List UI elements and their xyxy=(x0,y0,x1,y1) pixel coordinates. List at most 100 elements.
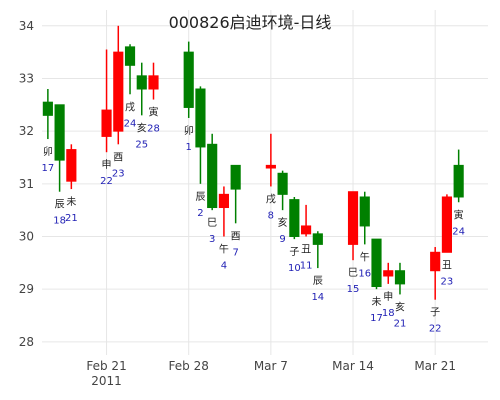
day-number-label: 16 xyxy=(358,268,371,279)
y-tick-label: 33 xyxy=(19,71,34,85)
branch-label: 寅 xyxy=(149,106,159,119)
branch-label: 亥 xyxy=(278,216,288,229)
branch-label: 子 xyxy=(289,246,299,258)
branch-label: 申 xyxy=(383,290,393,303)
candle-body xyxy=(113,51,124,132)
candle-decreasing xyxy=(207,133,218,211)
y-axis: 28 29 30 31 32 33 34 xyxy=(19,19,34,349)
candle-decreasing xyxy=(453,149,464,203)
candle-body xyxy=(66,149,77,182)
branch-label: 酉 xyxy=(113,152,123,163)
candle-body xyxy=(195,88,206,148)
candle-body xyxy=(265,164,276,169)
candle-body xyxy=(371,238,382,288)
branch-label: 午 xyxy=(219,242,229,255)
x-tick-label: Mar 14 xyxy=(332,359,374,373)
branch-label: 亥 xyxy=(395,300,405,313)
day-number-label: 11 xyxy=(300,260,313,271)
candle-increasing xyxy=(148,62,159,100)
day-number-label: 18 xyxy=(382,308,395,319)
candle-increasing xyxy=(301,204,312,237)
branch-label: 子 xyxy=(430,307,440,319)
candle-body xyxy=(441,196,452,253)
candle-body xyxy=(148,75,159,90)
branch-label: 巳 xyxy=(207,217,217,229)
candle-increasing xyxy=(383,262,394,284)
candle-decreasing xyxy=(54,104,65,192)
day-number-label: 8 xyxy=(268,210,274,221)
branch-label: 戌 xyxy=(125,100,135,113)
candle-increasing xyxy=(218,186,229,237)
day-number-label: 15 xyxy=(347,284,360,295)
candle-decreasing xyxy=(42,89,53,140)
candle-body xyxy=(101,109,112,137)
candle-decreasing xyxy=(195,86,206,184)
candle-increasing xyxy=(347,191,359,261)
branch-label: 戌 xyxy=(266,192,276,205)
candle-body xyxy=(430,251,441,272)
day-number-label: 3 xyxy=(209,234,215,245)
day-number-label: 9 xyxy=(279,234,285,245)
branch-label: 辰 xyxy=(55,199,65,211)
candle-decreasing xyxy=(394,262,406,295)
branch-label: 卯 xyxy=(43,146,53,158)
branch-label: 未 xyxy=(372,296,382,308)
candle-increasing xyxy=(113,25,124,145)
y-tick-label: 32 xyxy=(19,124,34,138)
candle-increasing xyxy=(265,133,276,187)
y-tick-label: 31 xyxy=(19,177,34,191)
day-number-label: 22 xyxy=(100,176,113,187)
candle-body xyxy=(312,233,323,245)
x-tick-sublabel: 2011 xyxy=(91,374,122,388)
candle-body xyxy=(383,270,394,277)
day-number-label: 22 xyxy=(429,324,442,335)
branch-label: 辰 xyxy=(313,275,323,287)
candle-decreasing xyxy=(136,62,147,116)
candle-body xyxy=(301,225,312,235)
candle-increasing xyxy=(441,194,452,253)
x-tick-label: Mar 21 xyxy=(414,359,456,373)
branch-label: 卯 xyxy=(184,125,194,137)
day-number-label: 23 xyxy=(112,168,125,179)
day-number-label: 21 xyxy=(394,318,407,329)
day-number-label: 24 xyxy=(452,226,465,237)
x-tick-label: Feb 21 xyxy=(86,359,126,373)
day-number-label: 10 xyxy=(288,263,301,274)
candle-body xyxy=(136,75,147,90)
candle-body xyxy=(359,196,370,227)
day-number-label: 17 xyxy=(42,163,55,174)
y-tick-label: 34 xyxy=(19,19,34,33)
candle-body xyxy=(347,191,359,245)
candle-body xyxy=(289,199,300,237)
candle-decreasing xyxy=(230,164,241,224)
candles xyxy=(42,25,464,300)
day-number-label: 25 xyxy=(135,139,148,150)
branch-label: 亥 xyxy=(137,121,147,134)
candle-body xyxy=(277,172,288,195)
candle-decreasing xyxy=(312,231,323,269)
branch-label: 辰 xyxy=(195,191,205,203)
candle-decreasing xyxy=(277,170,288,211)
candle-body xyxy=(394,270,406,285)
chart-title: 000826启迪环境-日线 xyxy=(169,13,332,32)
y-tick-label: 30 xyxy=(19,229,34,243)
candle-body xyxy=(207,143,218,209)
x-tick-label: Feb 28 xyxy=(169,359,209,373)
candle-body xyxy=(218,193,229,209)
day-number-label: 28 xyxy=(147,124,160,135)
day-number-label: 2 xyxy=(197,208,203,219)
day-number-label: 21 xyxy=(65,213,78,224)
branch-label: 巳 xyxy=(348,267,358,279)
branch-label: 寅 xyxy=(454,208,464,221)
day-number-label: 1 xyxy=(186,142,192,153)
candle-increasing xyxy=(66,144,77,190)
candle-body xyxy=(183,51,194,108)
branch-label: 未 xyxy=(66,196,76,208)
candle-decreasing xyxy=(359,191,370,245)
day-number-label: 17 xyxy=(370,313,383,324)
day-number-label: 14 xyxy=(311,292,324,303)
